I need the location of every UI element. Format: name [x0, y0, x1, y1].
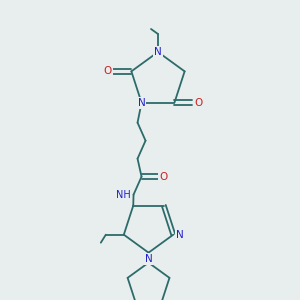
Text: N: N	[176, 230, 184, 240]
Text: O: O	[159, 172, 168, 182]
Text: O: O	[103, 66, 112, 76]
Text: N: N	[145, 254, 152, 264]
Text: N: N	[138, 98, 146, 108]
Text: N: N	[154, 47, 162, 57]
Text: NH: NH	[116, 190, 131, 200]
Text: O: O	[194, 98, 202, 108]
